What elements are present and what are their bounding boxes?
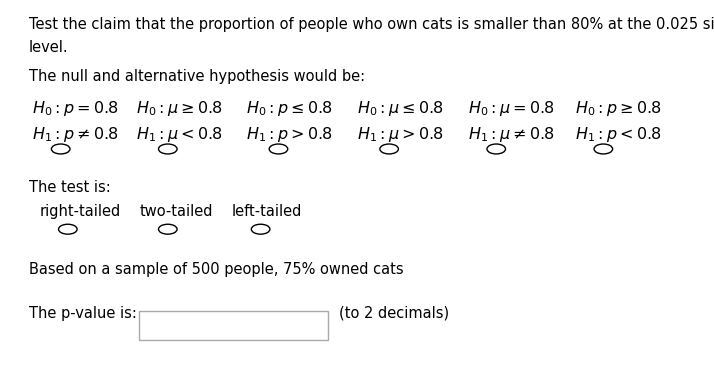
Text: $H_1:p < 0.8$: $H_1:p < 0.8$ xyxy=(575,125,662,144)
Text: $H_1:\mu > 0.8$: $H_1:\mu > 0.8$ xyxy=(357,125,444,144)
Text: Based on a sample of 500 people, 75% owned cats: Based on a sample of 500 people, 75% own… xyxy=(29,262,403,277)
Text: $H_0:\mu \geq 0.8$: $H_0:\mu \geq 0.8$ xyxy=(136,99,223,118)
Text: two-tailed: two-tailed xyxy=(139,204,213,219)
Text: $H_1:p \neq 0.8$: $H_1:p \neq 0.8$ xyxy=(32,125,119,144)
Text: $H_1:p > 0.8$: $H_1:p > 0.8$ xyxy=(246,125,333,144)
Text: (to 2 decimals): (to 2 decimals) xyxy=(339,306,449,320)
Text: $H_0:p \leq 0.8$: $H_0:p \leq 0.8$ xyxy=(246,99,333,118)
Text: The p-value is:: The p-value is: xyxy=(29,306,136,320)
Text: $H_0:\mu \leq 0.8$: $H_0:\mu \leq 0.8$ xyxy=(357,99,444,118)
Text: $H_1:\mu < 0.8$: $H_1:\mu < 0.8$ xyxy=(136,125,223,144)
Text: $H_0:p \geq 0.8$: $H_0:p \geq 0.8$ xyxy=(575,99,662,118)
Text: $H_0:p = 0.8$: $H_0:p = 0.8$ xyxy=(32,99,119,118)
Text: The null and alternative hypothesis would be:: The null and alternative hypothesis woul… xyxy=(29,69,365,84)
Text: level.: level. xyxy=(29,40,68,55)
Text: left-tailed: left-tailed xyxy=(232,204,303,219)
Text: $H_0:\mu = 0.8$: $H_0:\mu = 0.8$ xyxy=(468,99,555,118)
FancyBboxPatch shape xyxy=(139,311,328,340)
Text: $H_1:\mu \neq 0.8$: $H_1:\mu \neq 0.8$ xyxy=(468,125,555,144)
Text: right-tailed: right-tailed xyxy=(39,204,121,219)
Text: The test is:: The test is: xyxy=(29,180,110,194)
Text: Test the claim that the proportion of people who own cats is smaller than 80% at: Test the claim that the proportion of pe… xyxy=(29,17,714,32)
